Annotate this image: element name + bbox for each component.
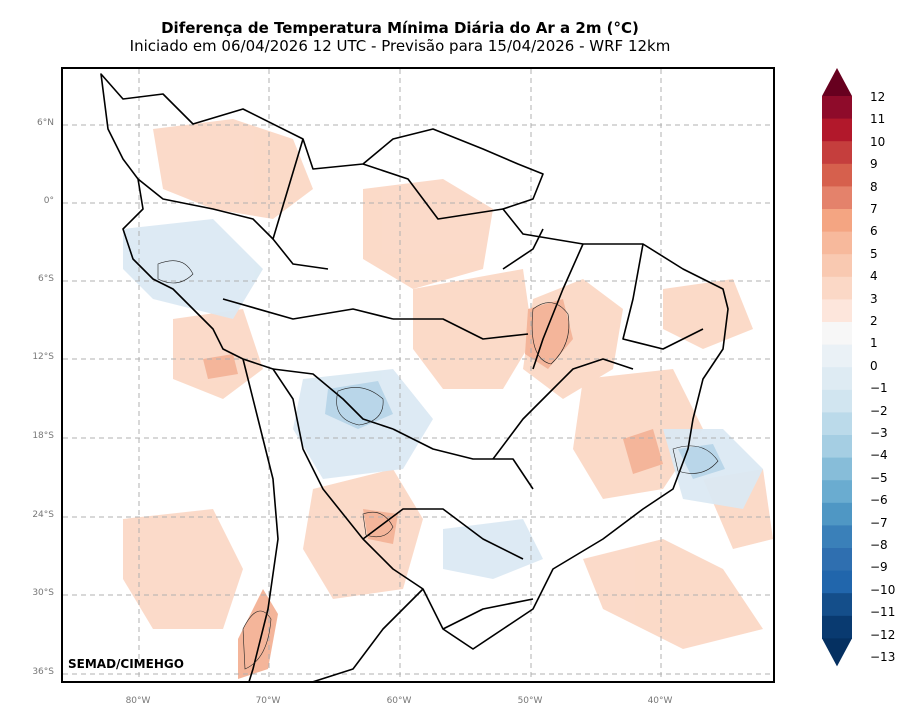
border-line xyxy=(222,298,394,320)
colorbar-segment xyxy=(822,615,852,639)
colorbar-segment xyxy=(822,593,852,617)
colorbar-tick-label: −4 xyxy=(870,448,888,463)
border-line xyxy=(392,428,534,490)
latitude-label: 24°S xyxy=(32,510,54,520)
longitude-label: 60°W xyxy=(386,696,412,706)
colorbar-tick-label: 8 xyxy=(870,179,878,194)
colorbar-tick-label: 3 xyxy=(870,291,878,306)
latitude-label: 12°S xyxy=(32,352,54,362)
colorbar-segment xyxy=(822,412,852,436)
colorbar-segment xyxy=(822,141,852,165)
colorbar-segment xyxy=(822,525,852,549)
colorbar-tick-label: 9 xyxy=(870,157,878,172)
border-line xyxy=(272,368,394,430)
colorbar-segment xyxy=(822,548,852,572)
colorbar-tick-label: −13 xyxy=(870,650,896,664)
border-line xyxy=(492,358,634,460)
colorbar-segment xyxy=(822,231,852,255)
longitude-label: 80°W xyxy=(125,696,151,706)
border-line xyxy=(362,163,504,220)
colorbar-segment xyxy=(822,367,852,391)
colorbar-segment xyxy=(822,570,852,594)
colorbar-tick-label: 7 xyxy=(870,202,878,216)
colorbar-segment xyxy=(822,209,852,233)
border-line xyxy=(312,588,424,681)
latitude-label: 6°N xyxy=(37,118,54,128)
border-line xyxy=(502,228,544,270)
border-line xyxy=(442,598,534,630)
latitude-label: 18°S xyxy=(32,431,54,441)
colorbar-tick-label: −3 xyxy=(870,426,888,440)
colorbar-tick-label: −12 xyxy=(870,627,896,642)
map-gridlines xyxy=(63,69,773,681)
colorbar-tick-label: 0 xyxy=(870,358,878,373)
colorbar-tick-label: 12 xyxy=(870,90,886,104)
brazil-outline xyxy=(100,73,729,650)
colorbar-segment xyxy=(822,389,852,413)
temperature-field xyxy=(123,119,773,679)
border-line xyxy=(362,508,524,560)
map-canvas xyxy=(63,69,773,681)
colorbar-tick-label: −11 xyxy=(870,605,896,620)
border-line xyxy=(393,318,529,340)
map-subtitle: Iniciado em 06/04/2026 12 UTC - Previsão… xyxy=(129,37,671,55)
colorbar-segment xyxy=(822,276,852,300)
colorbar-tick-label: 11 xyxy=(870,112,886,127)
colorbar-tick-label: −9 xyxy=(870,560,888,575)
latitude-label: 30°S xyxy=(32,588,54,598)
border-line xyxy=(137,178,274,240)
colorbar-segment xyxy=(822,96,852,120)
colorbar-segment xyxy=(822,163,852,187)
colorbar-tick-label: −5 xyxy=(870,470,888,485)
latitude-label: 36°S xyxy=(32,667,54,677)
longitude-label: 40°W xyxy=(647,696,673,706)
colorbar-tick-label: 10 xyxy=(870,134,886,149)
colorbar-tick-label: 2 xyxy=(870,314,878,328)
latitude-label: 0° xyxy=(43,196,54,206)
border-line xyxy=(622,243,704,350)
latitude-label: 6°S xyxy=(38,274,54,284)
colorbar-tick-label: 5 xyxy=(870,246,878,261)
colorbar-tick-label: −6 xyxy=(870,493,888,508)
colorbar-min-extension xyxy=(822,638,852,667)
map-title: Diferença de Temperatura Mínima Diária d… xyxy=(161,19,639,37)
longitude-label: 70°W xyxy=(255,696,281,706)
credit-label: SEMAD/CIMEHGO xyxy=(68,657,184,671)
colorbar-segment xyxy=(822,480,852,504)
colorbar-segment xyxy=(822,344,852,368)
colorbar-tick-label: 1 xyxy=(870,336,878,351)
colorbar-tick-label: 4 xyxy=(870,269,878,284)
colorbar-segment xyxy=(822,186,852,210)
colorbar-tick-label: −10 xyxy=(870,582,896,597)
chile-coast xyxy=(242,358,279,681)
longitude-label: 50°W xyxy=(517,696,543,706)
colorbar xyxy=(822,68,852,667)
colorbar-segment xyxy=(822,435,852,459)
colorbar-segment xyxy=(822,299,852,323)
colorbar-tick-label: 6 xyxy=(870,224,878,239)
colorbar-segment xyxy=(822,322,852,346)
colorbar-tick-label: −8 xyxy=(870,538,888,552)
border-line xyxy=(272,138,329,270)
political-borders xyxy=(100,73,729,681)
colorbar-segment xyxy=(822,457,852,481)
colorbar-tick-label: −1 xyxy=(870,381,888,396)
colorbar-segment xyxy=(822,254,852,278)
colorbar-max-extension xyxy=(822,68,852,96)
contour-lines xyxy=(157,260,719,670)
colorbar-tick-label: −7 xyxy=(870,515,888,530)
map-panel[interactable] xyxy=(61,67,775,683)
colorbar-segment xyxy=(822,118,852,142)
cool-anomaly-mid xyxy=(325,381,725,479)
colorbar-tick-label: −2 xyxy=(870,403,888,418)
colorbar-segment xyxy=(822,502,852,526)
